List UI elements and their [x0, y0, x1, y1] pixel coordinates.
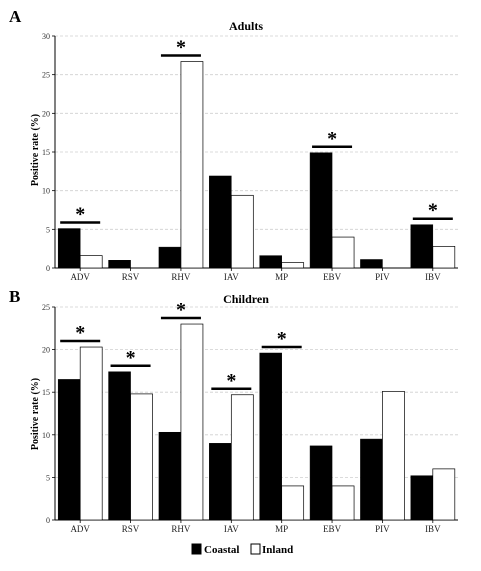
panel-a-bar-coastal-ebv	[309, 152, 333, 269]
panel-b-y-tick-label: 20	[42, 346, 50, 355]
panel-a-x-tick-label-adv: ADV	[70, 272, 90, 282]
panel-a-bar-inland-ibv	[432, 245, 456, 269]
panel-b-x-tick-label-piv: PIV	[375, 524, 390, 534]
panel-a-bar-coastal-rhv	[158, 246, 182, 269]
panel-b-x-tick-label-rsv: RSV	[122, 524, 140, 534]
panel-b-bar-coastal-piv	[360, 438, 383, 521]
panel-a-y-tick-label: 5	[46, 225, 50, 234]
panel-b-y-tick-label: 10	[42, 431, 50, 440]
panel-a-bar-coastal-adv	[57, 228, 81, 269]
legend-swatch-coastal	[191, 543, 202, 555]
panel-b-bar-inland-iav	[230, 394, 254, 521]
panel-b-x-tick-label-rhv: RHV	[171, 524, 191, 534]
panel-a-y-tick-label: 30	[42, 32, 50, 41]
panel-b-bar-coastal-ibv	[410, 475, 434, 521]
legend-label-coastal: Coastal	[204, 544, 239, 556]
panel-a-y-tick-label: 0	[46, 264, 50, 273]
panel-b-x-tick-label-mp: MP	[275, 524, 288, 534]
panel-a-plot: 0 5 10 15 20 25 30 ADV * RSV RHV * IAV MP EBV * PIV IBV *	[42, 32, 458, 282]
panel-a-bar-inland-mp	[281, 262, 305, 269]
panel-a-y-tick-label: 15	[42, 148, 50, 157]
panel-b-y-tick-label: 25	[42, 303, 50, 312]
panel-a-bar-coastal-mp	[259, 255, 282, 269]
panel-a-x-tick-label-rhv: RHV	[171, 272, 191, 282]
panel-a-bar-coastal-piv	[360, 259, 383, 269]
panel-b-significance-star-mp: *	[277, 328, 287, 350]
panel-b-x-tick-label-ibv: IBV	[425, 524, 441, 534]
panel-b-x-tick-label-ebv: EBV	[323, 524, 342, 534]
panel-b-bar-inland-rsv	[130, 393, 153, 521]
panel-b-y-tick-label: 0	[46, 516, 50, 525]
panel-b-bar-inland-piv	[382, 390, 405, 521]
panel-b-bar-inland-rhv	[180, 323, 204, 521]
panel-a-bar-inland-adv	[79, 255, 103, 269]
panel-b-bar-coastal-iav	[209, 443, 232, 521]
panel-b-significance-star-rhv: *	[176, 299, 186, 321]
panel-b-bar-coastal-ebv	[309, 445, 333, 521]
legend-swatch-inland	[250, 543, 261, 555]
panel-letter-b: B	[9, 287, 20, 306]
panel-a-significance-star-ebv: *	[327, 128, 337, 150]
panel-b-bar-inland-ebv	[331, 485, 355, 521]
panel-letter-a: A	[9, 7, 22, 26]
panel-b-bar-inland-mp	[281, 485, 305, 521]
panel-a-bar-coastal-rsv	[108, 260, 131, 269]
panel-a-x-tick-label-piv: PIV	[375, 272, 390, 282]
panel-b-bar-coastal-mp	[259, 352, 282, 521]
panel-a-significance-star-rhv: *	[176, 37, 186, 59]
panel-a-y-tick-label: 20	[42, 109, 50, 118]
panel-b-x-tick-label-adv: ADV	[70, 524, 90, 534]
panel-a-x-tick-label-ebv: EBV	[323, 272, 342, 282]
panel-a-bar-inland-iav	[230, 194, 254, 269]
panel-b-bar-coastal-rsv	[108, 371, 131, 521]
panel-b-bar-coastal-rhv	[158, 431, 182, 521]
panel-b-title: Children	[223, 292, 269, 306]
panel-a-bar-coastal-iav	[209, 175, 232, 269]
panel-a-x-tick-label-rsv: RSV	[122, 272, 140, 282]
panel-b-bar-inland-ibv	[432, 468, 456, 521]
legend: Coastal Inland	[191, 543, 293, 556]
panel-a-x-tick-label-mp: MP	[275, 272, 288, 282]
panel-a-title: Adults	[229, 19, 263, 33]
panel-a-bar-coastal-ibv	[410, 224, 434, 269]
panel-a-x-tick-label-iav: IAV	[224, 272, 239, 282]
panel-a-y-axis-label: Positive rate (%)	[30, 114, 41, 186]
panel-b-significance-star-iav: *	[226, 370, 236, 392]
panel-a-significance-star-adv: *	[75, 204, 85, 226]
panel-a-y-tick-label: 25	[42, 71, 50, 80]
panel-a-significance-star-ibv: *	[428, 200, 438, 222]
panel-a-bar-inland-ebv	[331, 236, 355, 269]
panel-b-x-tick-label-iav: IAV	[224, 524, 239, 534]
panel-b-significance-star-rsv: *	[126, 347, 136, 369]
panel-b-y-tick-label: 15	[42, 388, 50, 397]
panel-b-plot: 0 5 10 15 20 25 ADV * RSV * RHV * IAV * MP * EBV PIV IBV	[42, 299, 458, 534]
legend-label-inland: Inland	[262, 544, 293, 556]
panel-a-x-tick-label-ibv: IBV	[425, 272, 441, 282]
panel-a-y-tick-label: 10	[42, 187, 50, 196]
panel-b-y-tick-label: 5	[46, 473, 50, 482]
panel-b-bar-inland-adv	[79, 346, 103, 521]
panel-a-bar-inland-rhv	[180, 61, 204, 269]
panel-b-bar-coastal-adv	[57, 379, 81, 521]
panel-b-y-axis-label: Positive rate (%)	[30, 378, 41, 450]
panel-b-significance-star-adv: *	[75, 322, 85, 344]
